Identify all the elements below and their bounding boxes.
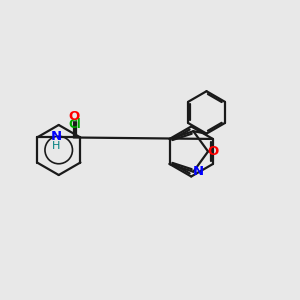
Text: Cl: Cl [69,118,82,131]
Text: O: O [207,145,219,158]
Text: H: H [52,141,60,151]
Text: N: N [51,130,62,142]
Text: O: O [68,110,79,123]
Text: N: N [193,165,204,178]
